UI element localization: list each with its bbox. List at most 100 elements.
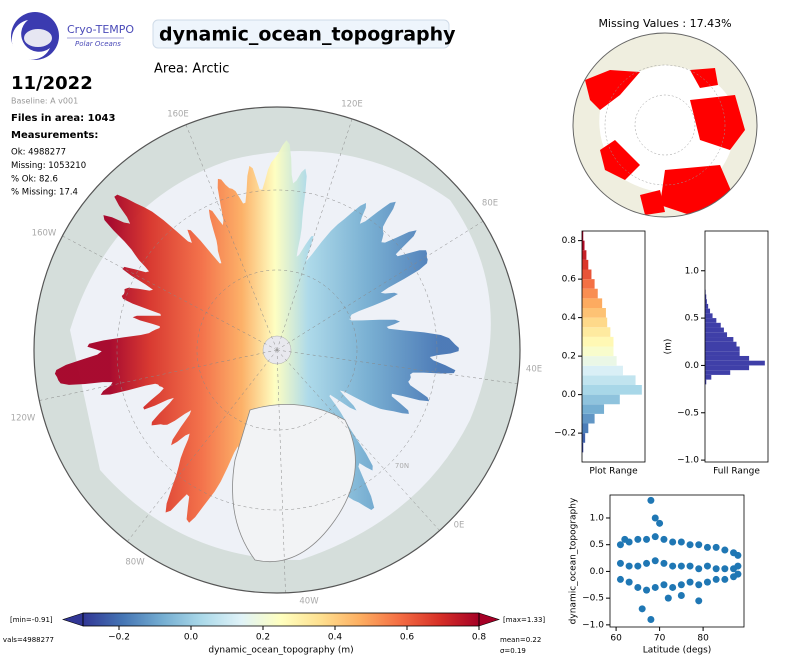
annotation: σ=0.19 xyxy=(500,647,526,655)
y-tick-label: 0.8 xyxy=(562,236,577,246)
measurement: Missing: 1053210 xyxy=(11,161,86,171)
scatter-point xyxy=(695,581,703,589)
histogram-bar xyxy=(705,360,765,366)
histogram-bar xyxy=(705,327,724,333)
title-box xyxy=(152,19,450,49)
histogram-bar xyxy=(705,346,740,352)
histogram-bar xyxy=(582,317,608,328)
histogram-bar xyxy=(705,299,707,304)
scatter-point xyxy=(686,578,694,586)
y-tick-label: 1.0 xyxy=(685,266,700,276)
graticule xyxy=(116,189,438,511)
y-tick-label: 0.4 xyxy=(562,313,577,323)
scatter-point xyxy=(660,559,668,567)
histogram-bar xyxy=(582,423,589,434)
histogram-bar xyxy=(582,336,614,347)
y-tick-label: 0.2 xyxy=(562,352,576,362)
x-tick-label: 70 xyxy=(654,634,666,644)
histogram-bar xyxy=(582,259,589,270)
x-tick-label: 0.2 xyxy=(256,633,270,643)
logo-subtitle: Polar Oceans xyxy=(75,40,121,48)
scatter-point xyxy=(712,543,720,551)
x-tick-label: 0.4 xyxy=(328,633,343,643)
y-tick-label: −0.5 xyxy=(582,594,604,604)
histogram-bar xyxy=(705,351,740,356)
x-axis-label: Latitude (degs) xyxy=(643,646,712,656)
scatter-point xyxy=(669,583,677,591)
scatter-point xyxy=(677,581,685,589)
scatter-point xyxy=(651,514,659,522)
scatter-point xyxy=(703,543,711,551)
area: Area: Arctic xyxy=(154,62,229,77)
scatter-point xyxy=(643,586,651,594)
y-tick-label: −0.2 xyxy=(554,429,576,439)
scatter-point xyxy=(695,597,703,605)
histogram-bar xyxy=(582,433,586,443)
baseline: Baseline: A v001 xyxy=(11,97,78,106)
scatter-point xyxy=(695,541,703,549)
histogram-bar xyxy=(582,442,584,453)
y-tick-label: −1.0 xyxy=(582,620,604,630)
histogram-bar xyxy=(705,374,712,380)
y-axis-label: (m) xyxy=(664,339,674,355)
x-tick-label: 80 xyxy=(697,634,709,644)
histogram-bar xyxy=(582,250,587,260)
x-axis-label: dynamic_ocean_topography (m) xyxy=(208,646,353,656)
scatter-point xyxy=(643,535,651,543)
scatter-point xyxy=(712,565,720,573)
x-tick-label: −0.2 xyxy=(108,633,130,643)
measurement: Ok: 4988277 xyxy=(11,148,66,158)
scatter-point xyxy=(651,557,659,565)
colorbar-extend xyxy=(478,612,500,627)
scatter-point xyxy=(638,605,646,613)
scatter-point xyxy=(734,551,742,559)
graticule xyxy=(196,269,358,431)
map-label: 40W xyxy=(299,597,319,607)
scatter-point xyxy=(625,578,633,586)
annotation: [max=1.33] xyxy=(503,616,545,624)
histogram-bar xyxy=(582,298,603,308)
files: Files in area: 1043 xyxy=(11,113,115,124)
map-label: 160E xyxy=(167,110,189,120)
histogram-bar xyxy=(705,341,737,347)
histogram-bar xyxy=(705,313,713,319)
scatter-point xyxy=(677,538,685,546)
map-label: 120E xyxy=(341,100,363,110)
x-tick-label: 0.0 xyxy=(184,633,199,643)
scatter-point xyxy=(660,581,668,589)
x-axis-label: Full Range xyxy=(713,467,760,477)
map-label: 80E xyxy=(482,199,498,209)
map-label: 70N xyxy=(395,462,409,470)
y-tick-label: 0.6 xyxy=(562,275,577,285)
scatter-point xyxy=(634,583,642,591)
scatter-point xyxy=(616,575,624,583)
histogram-bar xyxy=(582,346,614,357)
y-tick-label: −1.0 xyxy=(677,456,699,466)
colorbar-extend xyxy=(62,612,84,627)
measurements: Ok: 4988277 Missing: 1053210 % Ok: 82.6 % M… xyxy=(11,148,86,198)
scatter-point xyxy=(616,541,624,549)
scatter-point xyxy=(660,535,668,543)
scatter-point xyxy=(703,562,711,570)
y-tick-label: 0.0 xyxy=(685,361,700,371)
histogram-bar xyxy=(705,355,750,361)
y-axis-label: dynamic_ocean_topography xyxy=(569,497,579,624)
histogram-bar xyxy=(582,288,598,299)
scatter-point xyxy=(721,575,729,583)
scatter-point xyxy=(669,538,677,546)
measurement: % Missing: 17.4 xyxy=(11,188,78,198)
x-tick-label: 60 xyxy=(610,634,622,644)
scatter-point xyxy=(734,570,742,578)
scatter-point xyxy=(721,565,729,573)
title: dynamic_ocean_topography xyxy=(159,24,456,46)
scatter-point xyxy=(677,562,685,570)
x-axis-label: Plot Range xyxy=(589,467,638,477)
measurement: % Ok: 82.6 xyxy=(11,174,58,184)
axes-frame xyxy=(82,612,480,627)
scatter-point xyxy=(703,578,711,586)
scatter-point xyxy=(712,575,720,583)
y-tick-label: 0.5 xyxy=(685,314,699,324)
scatter-point xyxy=(647,616,655,624)
x-tick-label: 0.8 xyxy=(472,633,487,643)
histogram-bar xyxy=(582,356,617,366)
